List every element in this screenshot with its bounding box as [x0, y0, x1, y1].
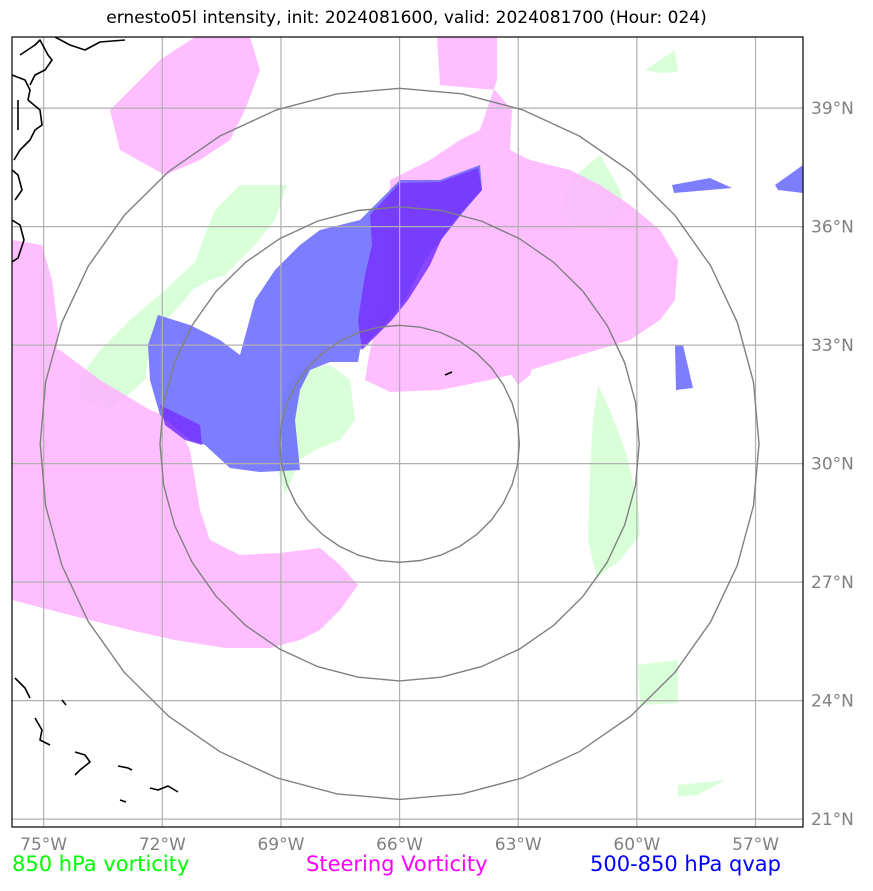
qvap-area	[775, 165, 803, 193]
legend-steering-vorticity: Steering Vorticity	[306, 852, 488, 876]
map-title: ernesto05l intensity, init: 2024081600, …	[106, 8, 707, 28]
qvap-overlap-area	[160, 405, 202, 445]
steering-vorticity-area	[12, 340, 358, 648]
longitude-tick-label: 75°W	[20, 835, 67, 855]
vorticity-850-area	[78, 185, 287, 410]
latitude-tick-label: 24°N	[811, 692, 854, 712]
range-rings	[39, 87, 760, 801]
coastline-caribbean	[14, 371, 453, 803]
range-ring	[39, 87, 760, 801]
longitude-tick-label: 69°W	[257, 835, 304, 855]
steering-vorticity-area	[110, 37, 260, 175]
longitude-tick-label: 66°W	[376, 835, 423, 855]
vorticity-850-area	[638, 660, 678, 705]
steering-vorticity-area	[365, 37, 678, 392]
vorticity-850-area	[645, 50, 678, 73]
latitude-tick-label: 21°N	[811, 810, 854, 830]
range-ring	[159, 206, 640, 682]
longitude-tick-label: 63°W	[495, 835, 542, 855]
longitude-axis-labels: 75°W 72°W 69°W 66°W 63°W 60°W 57°W	[20, 835, 779, 855]
coastline-north-america	[12, 37, 126, 263]
plot-frame	[11, 36, 804, 828]
legend-qvap: 500-850 hPa qvap	[590, 852, 781, 876]
qvap-area	[672, 178, 732, 193]
vorticity-850-area	[678, 780, 725, 797]
latitude-tick-label: 33°N	[811, 336, 854, 356]
legend-850-hpa-vorticity: 850 hPa vorticity	[12, 852, 190, 876]
qvap-area	[675, 345, 693, 390]
longitude-tick-label: 60°W	[613, 835, 660, 855]
latitude-tick-label: 30°N	[811, 455, 854, 475]
longitude-tick-label: 72°W	[139, 835, 186, 855]
latitude-tick-label: 36°N	[811, 218, 854, 238]
range-ring	[279, 324, 521, 564]
steering-vorticity-field	[12, 37, 678, 648]
steering-vorticity-area	[508, 340, 540, 385]
latitude-tick-label: 27°N	[811, 573, 854, 593]
coastlines	[12, 37, 453, 803]
latitude-axis-labels: 39°N 36°N 33°N 30°N 27°N 24°N 21°N	[811, 99, 854, 830]
latitude-tick-label: 39°N	[811, 99, 854, 119]
longitude-tick-label: 57°W	[732, 835, 779, 855]
vorticity-850-area	[588, 385, 640, 578]
